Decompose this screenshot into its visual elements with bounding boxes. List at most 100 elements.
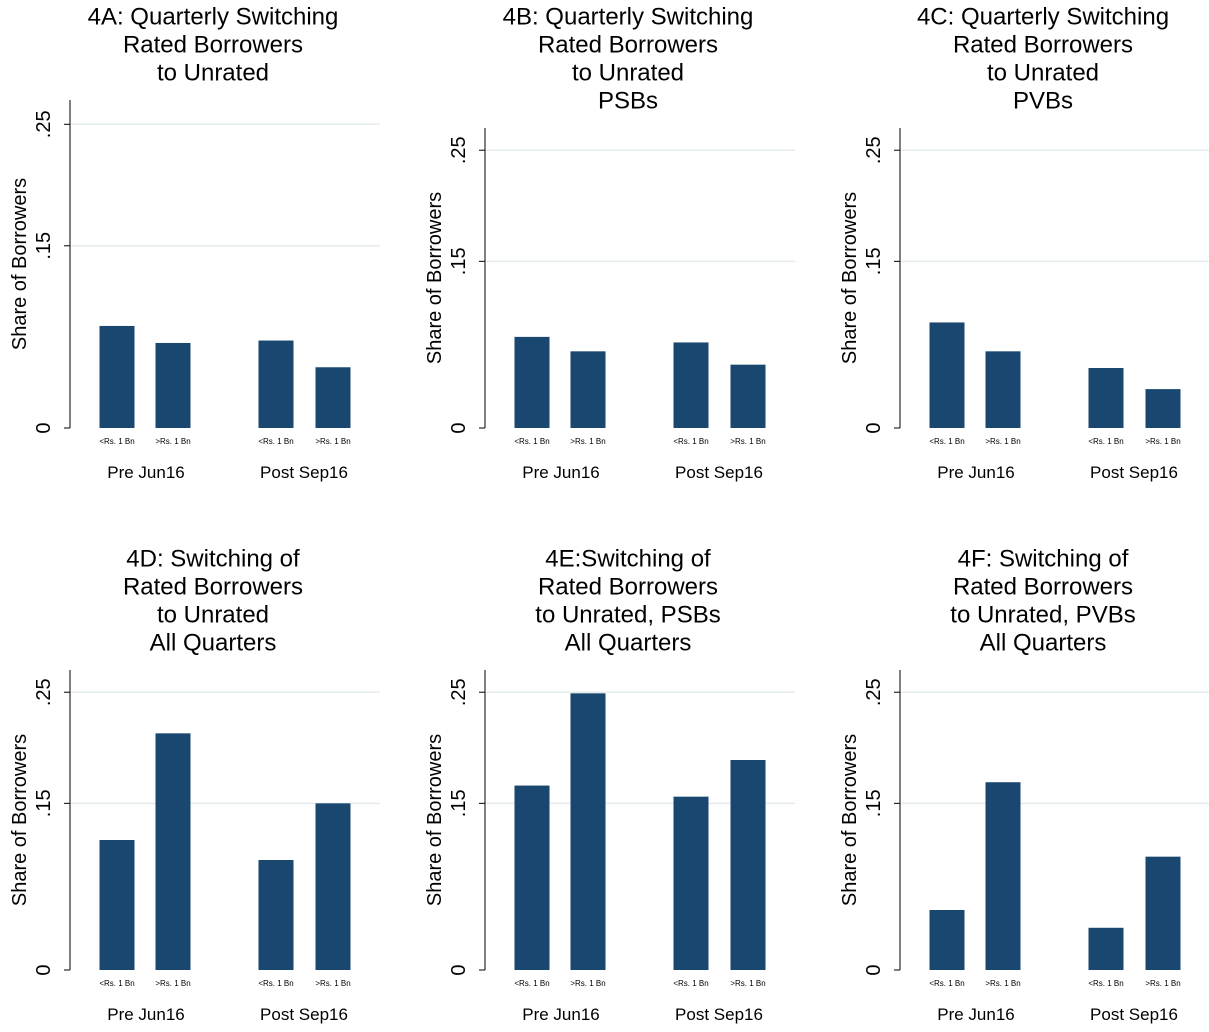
x-tick-label: <Rs. 1 Bn bbox=[673, 437, 708, 446]
x-tick-label: <Rs. 1 Bn bbox=[99, 979, 134, 988]
y-axis-label: Share of Borrowers bbox=[424, 734, 446, 906]
y-axis-label: Share of Borrowers bbox=[9, 178, 31, 350]
x-tick-label: <Rs. 1 Bn bbox=[929, 979, 964, 988]
chart-title: to Unrated bbox=[157, 59, 269, 86]
x-tick-label: >Rs. 1 Bn bbox=[315, 979, 350, 988]
y-tick-label: .25 bbox=[33, 678, 55, 706]
bar bbox=[1145, 856, 1181, 970]
bar bbox=[985, 782, 1021, 970]
chart-title: to Unrated bbox=[987, 59, 1099, 86]
y-axis-label: Share of Borrowers bbox=[9, 734, 31, 906]
chart-title: to Unrated bbox=[572, 59, 684, 86]
chart-title: to Unrated, PSBs bbox=[535, 601, 720, 628]
bar bbox=[1088, 927, 1124, 970]
chart-title: PSBs bbox=[598, 87, 658, 114]
chart-title: 4D: Switching of bbox=[126, 545, 300, 572]
bar bbox=[673, 796, 709, 970]
bar bbox=[673, 342, 709, 428]
x-tick-label: >Rs. 1 Bn bbox=[155, 437, 190, 446]
bar bbox=[258, 340, 294, 428]
y-tick-label: .15 bbox=[33, 789, 55, 817]
chart-title: to Unrated, PVBs bbox=[950, 601, 1135, 628]
y-tick-label: .15 bbox=[863, 789, 885, 817]
y-tick-label: .25 bbox=[448, 678, 470, 706]
x-tick-label: >Rs. 1 Bn bbox=[570, 979, 605, 988]
chart-title: Rated Borrowers bbox=[953, 573, 1133, 600]
x-tick-label: <Rs. 1 Bn bbox=[514, 437, 549, 446]
x-tick-label: >Rs. 1 Bn bbox=[730, 437, 765, 446]
bar bbox=[155, 342, 191, 428]
y-tick-label: .15 bbox=[863, 247, 885, 275]
x-tick-label: <Rs. 1 Bn bbox=[258, 437, 293, 446]
bar bbox=[570, 693, 606, 970]
y-tick-label: .25 bbox=[863, 678, 885, 706]
chart-title: All Quarters bbox=[980, 629, 1107, 656]
x-group-label: Pre Jun16 bbox=[522, 463, 600, 482]
bar bbox=[315, 367, 351, 428]
bar bbox=[929, 322, 965, 428]
chart-title: 4A: Quarterly Switching bbox=[88, 3, 339, 30]
x-group-label: Post Sep16 bbox=[675, 1005, 763, 1024]
chart-title: 4B: Quarterly Switching bbox=[503, 3, 754, 30]
bar bbox=[929, 910, 965, 970]
bar bbox=[985, 351, 1021, 428]
y-tick-label: 0 bbox=[33, 964, 55, 975]
x-tick-label: <Rs. 1 Bn bbox=[1088, 437, 1123, 446]
bar bbox=[99, 325, 135, 428]
x-group-label: Post Sep16 bbox=[1090, 463, 1178, 482]
x-group-label: Pre Jun16 bbox=[937, 1005, 1015, 1024]
y-axis-label: Share of Borrowers bbox=[424, 192, 446, 364]
x-group-label: Post Sep16 bbox=[1090, 1005, 1178, 1024]
y-tick-label: 0 bbox=[33, 422, 55, 433]
x-tick-label: >Rs. 1 Bn bbox=[1145, 979, 1180, 988]
x-tick-label: >Rs. 1 Bn bbox=[155, 979, 190, 988]
x-tick-label: <Rs. 1 Bn bbox=[514, 979, 549, 988]
x-tick-label: >Rs. 1 Bn bbox=[985, 437, 1020, 446]
bar bbox=[258, 860, 294, 970]
x-tick-label: >Rs. 1 Bn bbox=[570, 437, 605, 446]
y-axis-label: Share of Borrowers bbox=[839, 734, 861, 906]
bar bbox=[570, 351, 606, 428]
bar bbox=[1088, 368, 1124, 428]
x-group-label: Pre Jun16 bbox=[107, 1005, 185, 1024]
chart-title: Rated Borrowers bbox=[538, 31, 718, 58]
bar bbox=[514, 336, 550, 428]
x-tick-label: >Rs. 1 Bn bbox=[985, 979, 1020, 988]
bar bbox=[99, 840, 135, 970]
y-tick-label: .25 bbox=[33, 110, 55, 138]
chart-title: 4F: Switching of bbox=[958, 545, 1129, 572]
y-tick-label: 0 bbox=[863, 964, 885, 975]
x-tick-label: <Rs. 1 Bn bbox=[929, 437, 964, 446]
bar bbox=[730, 760, 766, 970]
x-tick-label: <Rs. 1 Bn bbox=[673, 979, 708, 988]
x-group-label: Post Sep16 bbox=[260, 1005, 348, 1024]
y-tick-label: .15 bbox=[448, 789, 470, 817]
bar bbox=[1145, 389, 1181, 428]
bar bbox=[730, 364, 766, 428]
chart-title: 4E:Switching of bbox=[545, 545, 711, 572]
y-tick-label: 0 bbox=[863, 422, 885, 433]
x-group-label: Pre Jun16 bbox=[107, 463, 185, 482]
chart-title: to Unrated bbox=[157, 601, 269, 628]
bar bbox=[315, 803, 351, 970]
x-group-label: Post Sep16 bbox=[260, 463, 348, 482]
y-tick-label: .25 bbox=[448, 136, 470, 164]
bar bbox=[514, 785, 550, 970]
chart-title: All Quarters bbox=[565, 629, 692, 656]
chart-title: Rated Borrowers bbox=[538, 573, 718, 600]
y-tick-label: .15 bbox=[33, 232, 55, 260]
chart-title: Rated Borrowers bbox=[953, 31, 1133, 58]
x-group-label: Pre Jun16 bbox=[937, 463, 1015, 482]
x-tick-label: >Rs. 1 Bn bbox=[730, 979, 765, 988]
y-tick-label: .25 bbox=[863, 136, 885, 164]
chart-title: Rated Borrowers bbox=[123, 573, 303, 600]
chart-title: Rated Borrowers bbox=[123, 31, 303, 58]
x-group-label: Pre Jun16 bbox=[522, 1005, 600, 1024]
chart-title: PVBs bbox=[1013, 87, 1073, 114]
x-tick-label: >Rs. 1 Bn bbox=[315, 437, 350, 446]
y-tick-label: 0 bbox=[448, 964, 470, 975]
x-tick-label: >Rs. 1 Bn bbox=[1145, 437, 1180, 446]
x-tick-label: <Rs. 1 Bn bbox=[1088, 979, 1123, 988]
chart-title: 4C: Quarterly Switching bbox=[917, 3, 1169, 30]
